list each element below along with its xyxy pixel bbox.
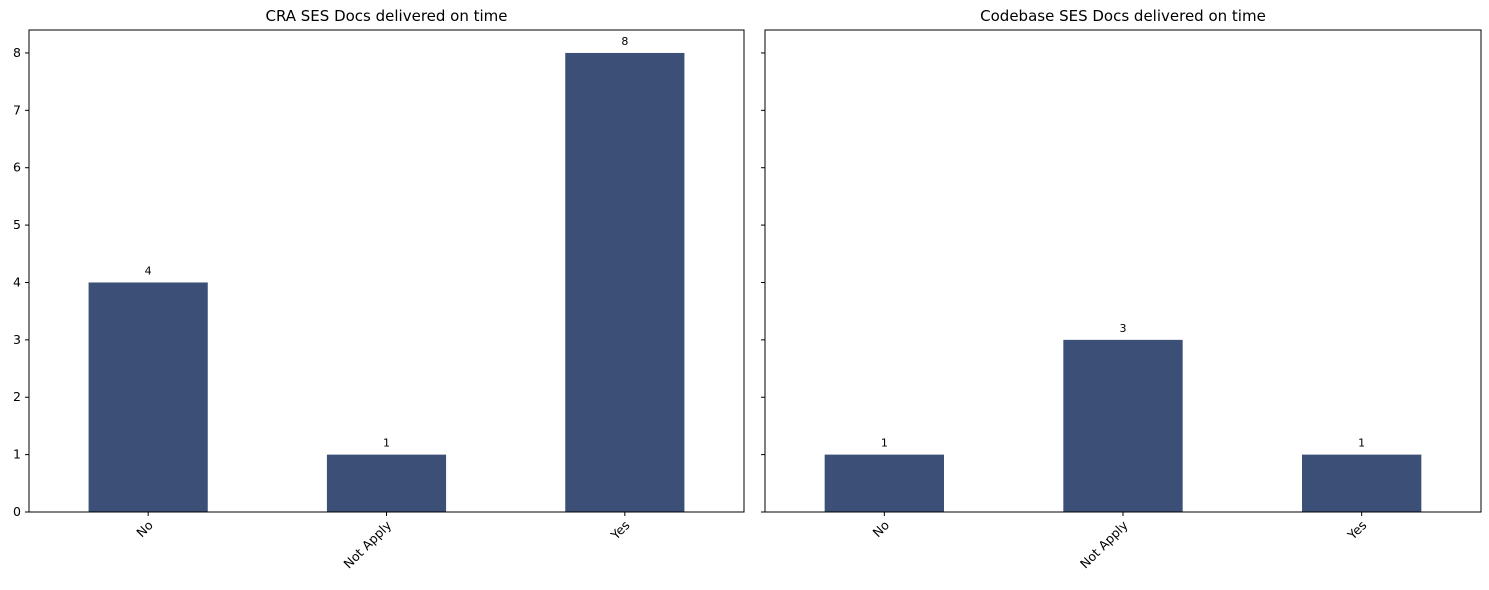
y-tick-label: 7 bbox=[13, 102, 21, 117]
x-tick-label: No bbox=[869, 518, 892, 541]
bar-yes bbox=[565, 52, 685, 512]
chart-title: Codebase SES Docs delivered on time bbox=[980, 7, 1266, 25]
bar-value-label: 8 bbox=[621, 35, 628, 48]
x-tick-label: Yes bbox=[1344, 518, 1370, 544]
x-tick-label: Yes bbox=[607, 518, 633, 544]
y-tick-label: 0 bbox=[13, 504, 21, 519]
chart-title: CRA SES Docs delivered on time bbox=[265, 7, 507, 25]
y-tick-label: 6 bbox=[13, 160, 21, 175]
y-tick-label: 2 bbox=[13, 389, 21, 404]
bar-value-label: 1 bbox=[881, 437, 888, 450]
axes-frame bbox=[28, 29, 745, 513]
bar-not-apply bbox=[326, 454, 447, 512]
bar-value-label: 1 bbox=[383, 437, 390, 450]
x-tick-label: Not Apply bbox=[1077, 517, 1131, 571]
x-tick-label: No bbox=[133, 518, 156, 541]
axes-frame bbox=[764, 29, 1482, 513]
y-tick-label: 4 bbox=[13, 274, 21, 289]
bar-value-label: 3 bbox=[1120, 322, 1127, 335]
bar-value-label: 1 bbox=[1358, 437, 1365, 450]
y-tick-label: 1 bbox=[13, 447, 21, 462]
y-tick-label: 8 bbox=[13, 45, 21, 60]
chart-panel-right: Codebase SES Docs delivered on time 1 No 3… bbox=[761, 7, 1482, 571]
bar-no bbox=[824, 454, 944, 512]
bar-not-apply bbox=[1063, 339, 1183, 512]
x-tick-label: Not Apply bbox=[340, 517, 394, 571]
bar-no bbox=[88, 282, 208, 512]
chart-panel-left: CRA SES Docs delivered on time 4 No 1 Not A… bbox=[13, 7, 745, 571]
y-tick-label: 5 bbox=[13, 217, 21, 232]
y-tick-label: 3 bbox=[13, 332, 21, 347]
bar-value-label: 4 bbox=[145, 264, 152, 277]
bar-yes bbox=[1302, 454, 1422, 512]
